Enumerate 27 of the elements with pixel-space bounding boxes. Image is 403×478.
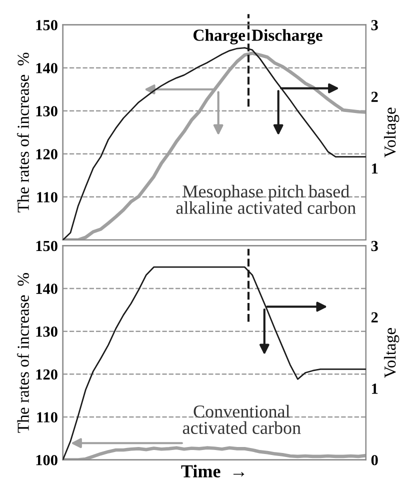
y-tick-label: 140	[36, 284, 58, 294]
y2-tick-label: 3	[371, 20, 378, 30]
y2-axis-title: Voltage	[384, 328, 400, 378]
annotation: Mesophase pitch based alkaline activated carbon	[176, 184, 356, 214]
y-tick-label: 100	[36, 454, 58, 466]
y-tick-label: 110	[37, 192, 58, 202]
y2-tick-label: 2	[371, 92, 378, 102]
y-tick-label: 150	[36, 20, 58, 30]
x-axis-title: Time →	[181, 464, 244, 478]
y-axis-title: The rates of increase %	[17, 52, 29, 212]
y-axis-title: The rates of increase %	[17, 273, 29, 433]
y-tick-label: 130	[36, 106, 58, 116]
y2-axis-title: Voltage	[384, 108, 400, 158]
y2-tick-label: 1	[372, 163, 378, 174]
y2-tick-label: 1	[372, 384, 378, 394]
y-tick-label: 110	[37, 412, 58, 422]
y2-tick-label: 2	[371, 312, 378, 322]
y-tick-label: 150	[36, 240, 58, 252]
y2-tick-label: 0	[371, 454, 378, 466]
annotation: Discharge	[252, 29, 322, 44]
y-tick-label: 140	[36, 63, 58, 74]
y2-tick-label: 3	[371, 240, 378, 252]
y-tick-label: 130	[36, 326, 58, 337]
y-tick-label: 120	[36, 149, 58, 160]
annotation: Conventional activated carbon	[182, 404, 301, 434]
annotation: Charge	[194, 29, 246, 44]
y-tick-label: 120	[36, 369, 58, 380]
